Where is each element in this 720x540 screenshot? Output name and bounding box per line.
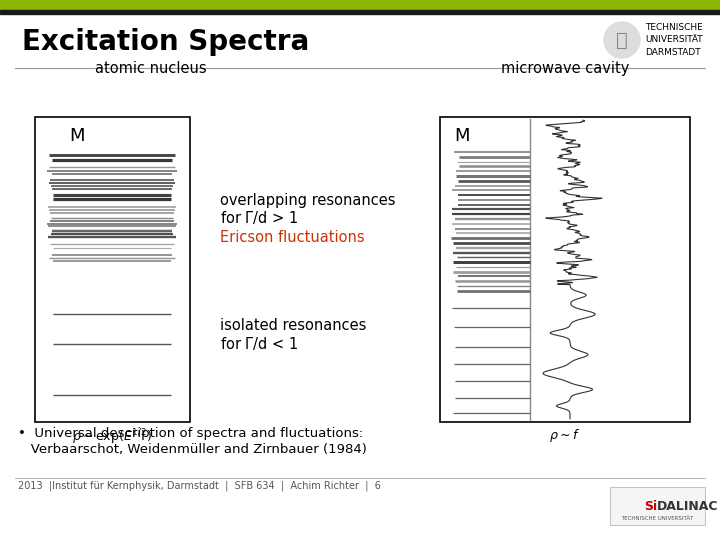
Text: M: M — [69, 127, 85, 145]
Text: isolated resonances: isolated resonances — [220, 318, 366, 333]
Text: $\rho \sim \exp(E^{1/2})$: $\rho \sim \exp(E^{1/2})$ — [72, 427, 152, 447]
Bar — [35, 117, 190, 422]
Text: Si: Si — [644, 500, 657, 512]
Text: microwave cavity: microwave cavity — [501, 61, 629, 76]
Circle shape — [604, 22, 640, 58]
Bar — [610, 487, 705, 525]
Text: 👤: 👤 — [616, 30, 628, 50]
Text: for $\Gamma$/d > 1: for $\Gamma$/d > 1 — [220, 210, 299, 226]
Text: atomic nucleus: atomic nucleus — [95, 61, 207, 76]
Text: TECHNISCHE
UNIVERSITÄT
DARMSTADT: TECHNISCHE UNIVERSITÄT DARMSTADT — [645, 23, 703, 57]
Text: Ericson fluctuations: Ericson fluctuations — [220, 230, 364, 245]
Bar — [0, 0, 720, 10]
Bar — [440, 117, 690, 422]
Text: $\rho \sim f$: $\rho \sim f$ — [549, 427, 580, 444]
Text: overlapping resonances: overlapping resonances — [220, 192, 395, 207]
Text: M: M — [454, 127, 469, 145]
Text: for $\Gamma$/d < 1: for $\Gamma$/d < 1 — [220, 334, 299, 352]
Text: •  Universal description of spectra and fluctuations:: • Universal description of spectra and f… — [18, 427, 364, 440]
Text: Excitation Spectra: Excitation Spectra — [22, 28, 310, 56]
Text: 2013  |Institut für Kernphysik, Darmstadt  |  SFB 634  |  Achim Richter  |  6: 2013 |Institut für Kernphysik, Darmstadt… — [18, 481, 381, 491]
Text: DALINAC: DALINAC — [657, 500, 719, 512]
Text: Verbaarschot, Weidenmüller and Zirnbauer (1984): Verbaarschot, Weidenmüller and Zirnbauer… — [18, 443, 367, 456]
Text: TECHNISCHE UNIVERSITÄT: TECHNISCHE UNIVERSITÄT — [621, 516, 693, 521]
Bar — [0, 10, 720, 14]
